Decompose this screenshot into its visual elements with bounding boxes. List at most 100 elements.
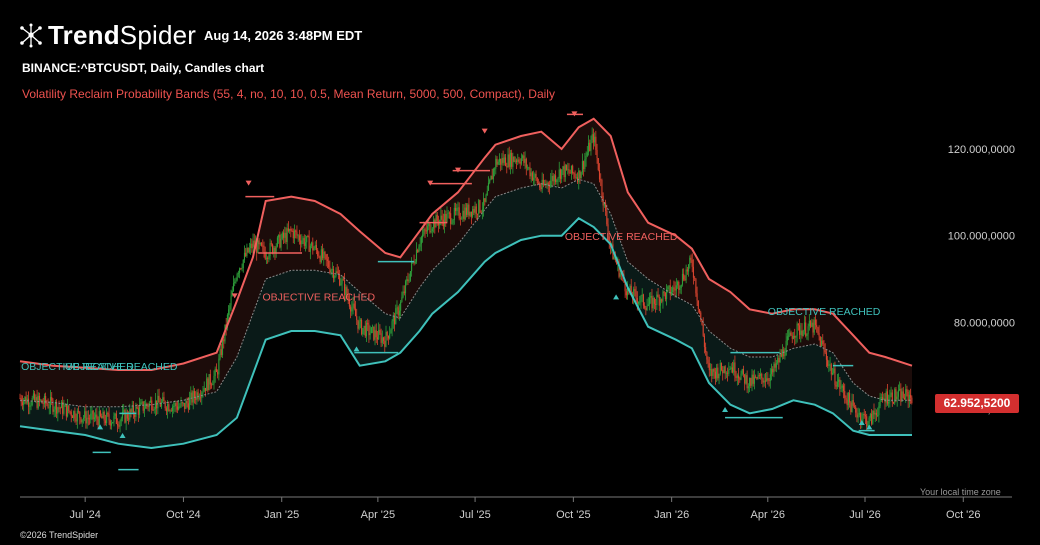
candle <box>69 410 71 415</box>
candle <box>337 266 339 280</box>
candle <box>673 280 675 296</box>
candle <box>320 245 322 264</box>
candle <box>241 263 243 272</box>
candle <box>707 356 709 368</box>
sell-signal-marker[interactable] <box>245 180 252 186</box>
candle <box>252 233 254 254</box>
candle <box>557 176 559 188</box>
candle <box>193 388 196 404</box>
candle <box>555 170 557 185</box>
candle <box>195 391 197 405</box>
indicator-legend[interactable]: Volatility Reclaim Probability Bands (55… <box>22 87 555 101</box>
mid-line[interactable] <box>19 178 912 408</box>
buy-signal-marker[interactable] <box>353 346 360 352</box>
candle <box>257 238 259 254</box>
candle <box>644 302 646 310</box>
candle <box>903 393 906 401</box>
candle <box>435 209 437 228</box>
candle <box>524 151 526 170</box>
timezone-note[interactable]: Your local time zone <box>920 487 1001 497</box>
candle <box>110 420 113 430</box>
candle <box>407 272 409 286</box>
candle <box>653 297 655 310</box>
candle <box>124 408 126 424</box>
candle <box>473 205 475 216</box>
candle <box>746 370 748 393</box>
candle <box>357 319 359 334</box>
candle <box>910 388 912 404</box>
candle <box>234 278 236 287</box>
candle <box>415 242 418 264</box>
candle <box>353 297 355 311</box>
lower-band-line[interactable] <box>19 217 912 450</box>
candle <box>315 239 318 255</box>
buy-signal-marker[interactable] <box>613 294 620 300</box>
buy-signal-marker[interactable] <box>722 407 729 412</box>
candle <box>409 271 411 282</box>
candle <box>706 351 708 365</box>
candle <box>627 281 629 300</box>
candle <box>25 391 27 405</box>
candle <box>739 376 741 383</box>
upper-band-line[interactable] <box>19 117 913 371</box>
candle <box>139 397 141 419</box>
candle <box>286 223 288 250</box>
candle <box>475 203 477 220</box>
candle <box>154 392 156 416</box>
candle <box>792 331 795 340</box>
candle <box>697 300 699 313</box>
candle <box>756 376 758 381</box>
candle <box>27 391 30 415</box>
buy-signal-marker[interactable] <box>858 420 865 425</box>
candle <box>563 161 565 182</box>
candle <box>766 371 768 382</box>
candle <box>450 206 452 230</box>
candle <box>93 412 95 423</box>
candle <box>713 367 715 379</box>
candle <box>459 212 461 226</box>
candle <box>380 328 382 348</box>
candle <box>300 234 302 252</box>
sell-signal-marker[interactable] <box>481 128 488 134</box>
candle <box>897 384 899 400</box>
sell-signal-marker[interactable] <box>231 293 238 299</box>
candle <box>131 400 133 415</box>
candle <box>76 408 78 429</box>
symbol-title[interactable]: BINANCE:^BTCUSDT, Daily, Candles chart <box>22 61 265 75</box>
candle <box>648 292 651 311</box>
candle <box>200 389 202 403</box>
candle <box>795 335 797 344</box>
candle <box>261 241 263 247</box>
candle <box>647 297 649 307</box>
buy-signal-marker[interactable] <box>97 424 104 430</box>
candle <box>601 178 603 203</box>
candle <box>26 394 28 405</box>
candle <box>151 396 153 414</box>
candle <box>641 288 643 303</box>
buy-signal-marker[interactable] <box>866 424 873 430</box>
candle <box>596 143 598 164</box>
candle <box>335 267 337 278</box>
candle <box>668 285 670 292</box>
candle <box>518 156 520 164</box>
candle <box>796 321 798 343</box>
candle <box>287 221 289 233</box>
candle <box>667 285 669 293</box>
candle <box>744 374 746 391</box>
candle <box>298 229 300 245</box>
candle <box>48 401 50 415</box>
candle <box>175 401 177 413</box>
lower-band-fill <box>20 179 912 449</box>
candle <box>60 399 63 409</box>
candle <box>688 263 690 277</box>
candle <box>356 308 358 326</box>
candle <box>119 419 121 433</box>
candle <box>146 402 148 410</box>
candle <box>774 357 776 372</box>
candle <box>490 175 492 181</box>
candle <box>513 156 515 163</box>
buy-signal-marker[interactable] <box>119 433 126 438</box>
candle <box>250 238 252 255</box>
candle <box>354 300 357 317</box>
